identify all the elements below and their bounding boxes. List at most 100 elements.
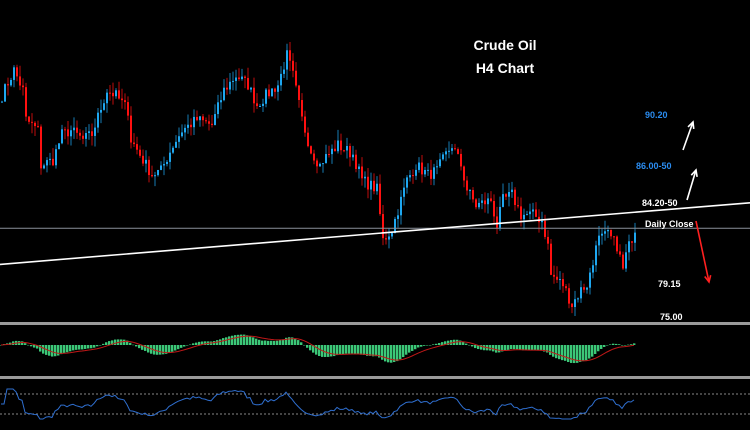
macd-bar xyxy=(273,340,276,345)
candle xyxy=(367,167,369,199)
candle xyxy=(307,127,309,148)
macd-bar xyxy=(582,345,585,362)
macd-bar xyxy=(507,345,510,350)
candle xyxy=(46,157,48,173)
candle xyxy=(493,194,495,225)
candle xyxy=(217,94,219,119)
macd-bar xyxy=(267,340,270,345)
level-label-90-20: 90.20 xyxy=(645,110,668,120)
level-label-daily-close: Daily Close xyxy=(645,219,694,229)
macd-bar xyxy=(54,345,57,357)
candle xyxy=(283,62,285,79)
macd-bar xyxy=(393,345,396,363)
macd-bar xyxy=(387,345,390,363)
macd-bar xyxy=(66,345,69,353)
candle xyxy=(448,141,450,159)
candle xyxy=(325,144,327,164)
macd-bar xyxy=(123,339,126,345)
macd-bar xyxy=(60,345,63,355)
candle xyxy=(619,244,621,257)
macd-bar xyxy=(534,345,537,351)
macd-bar xyxy=(201,341,204,345)
candle xyxy=(502,183,504,208)
candle xyxy=(118,81,120,100)
macd-bar xyxy=(276,340,279,345)
macd-bar xyxy=(102,343,105,345)
candle xyxy=(130,106,132,149)
macd-bar xyxy=(78,345,81,350)
candle xyxy=(424,166,426,178)
candle xyxy=(526,210,528,216)
candle xyxy=(181,124,183,138)
candle xyxy=(262,98,264,112)
macd-bar xyxy=(87,345,90,349)
candle xyxy=(202,113,204,127)
macd-bar xyxy=(402,345,405,358)
macd-bar xyxy=(309,345,312,351)
candle xyxy=(19,65,21,91)
macd-bar xyxy=(84,345,87,349)
macd-separator[interactable] xyxy=(0,322,750,325)
macd-bar xyxy=(588,345,591,359)
candle xyxy=(82,130,84,145)
candle xyxy=(76,120,78,139)
candle xyxy=(400,190,402,225)
candle xyxy=(574,290,576,317)
macd-bar xyxy=(375,345,378,357)
candle xyxy=(190,118,192,136)
macd-bar xyxy=(312,345,315,353)
candle xyxy=(442,152,444,161)
candle xyxy=(454,143,456,151)
macd-bar xyxy=(57,345,60,356)
macd-bar xyxy=(603,345,606,347)
candle xyxy=(565,284,567,291)
candle xyxy=(16,64,18,82)
candle xyxy=(544,214,546,240)
macd-bar xyxy=(303,344,306,346)
macd-bar xyxy=(72,345,75,351)
candle xyxy=(280,66,282,91)
candle xyxy=(361,157,363,186)
candle xyxy=(229,72,231,95)
macd-bar xyxy=(591,345,594,357)
candle xyxy=(289,42,291,72)
macd-bar xyxy=(42,345,45,354)
candle xyxy=(460,148,462,171)
macd-bar xyxy=(429,345,432,346)
macd-bar xyxy=(543,345,546,352)
macd-bar xyxy=(99,345,102,346)
macd-bar xyxy=(234,335,237,345)
macd-bar xyxy=(183,345,186,347)
macd-bar xyxy=(156,345,159,355)
candle xyxy=(79,129,81,141)
candle xyxy=(241,68,243,81)
candle xyxy=(517,196,519,209)
candle xyxy=(121,88,123,109)
candle xyxy=(439,153,441,168)
macd-bar xyxy=(270,340,273,345)
candle xyxy=(187,114,189,134)
macd-bar xyxy=(516,345,519,350)
macd-bar xyxy=(168,345,171,353)
candle xyxy=(451,144,453,155)
candle xyxy=(136,136,138,155)
macd-bar xyxy=(126,340,129,345)
macd-bar xyxy=(159,345,162,355)
macd-bar xyxy=(198,341,201,345)
candle xyxy=(214,104,216,126)
candle xyxy=(346,137,348,159)
arrow-up-icon xyxy=(682,120,695,151)
candle xyxy=(592,259,594,279)
macd-bar xyxy=(264,340,267,345)
macd-bar xyxy=(288,337,291,345)
candle xyxy=(151,165,153,178)
rsi-separator[interactable] xyxy=(0,376,750,379)
candle xyxy=(508,182,510,207)
macd-bar xyxy=(381,345,384,360)
candle xyxy=(607,225,609,238)
arrow-up-icon xyxy=(686,168,698,201)
candle xyxy=(37,120,39,128)
macd-bar xyxy=(363,345,366,355)
candle xyxy=(193,109,195,136)
candle xyxy=(67,121,69,145)
